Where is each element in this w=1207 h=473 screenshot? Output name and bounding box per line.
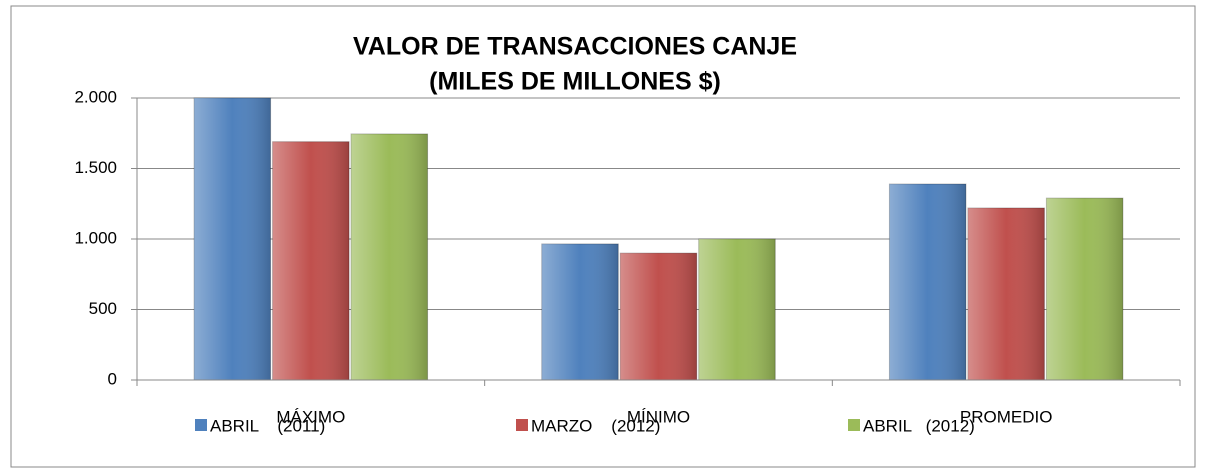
bar [350, 133, 429, 381]
bar [888, 183, 967, 381]
y-tick-label: 0 [108, 369, 117, 388]
legend-label: ABRIL (2011) [210, 416, 325, 435]
x-tick-label: PROMEDIO [960, 407, 1053, 426]
x-tick-label: MÍNIMO [627, 407, 690, 426]
legend-swatch [516, 419, 528, 431]
x-tick-label: MÁXIMO [276, 407, 345, 426]
bar [698, 238, 776, 381]
bar [619, 252, 698, 381]
bar [193, 97, 272, 381]
y-tick-label: 1.000 [74, 228, 117, 247]
legend-label: MARZO (2012) [531, 416, 660, 435]
bar [541, 243, 619, 381]
legend-swatch [848, 419, 860, 431]
bar [967, 207, 1045, 381]
bar [1045, 197, 1124, 381]
bar [272, 141, 350, 381]
legend-swatch [195, 419, 207, 431]
legend-label: ABRIL (2012) [863, 416, 975, 435]
chart-title: (MILES DE MILLONES $) [429, 68, 721, 96]
chart-title: VALOR DE TRANSACCIONES CANJE [353, 33, 797, 61]
y-tick-label: 500 [89, 299, 117, 318]
y-tick-label: 2.000 [74, 87, 117, 106]
y-tick-label: 1.500 [74, 158, 117, 177]
